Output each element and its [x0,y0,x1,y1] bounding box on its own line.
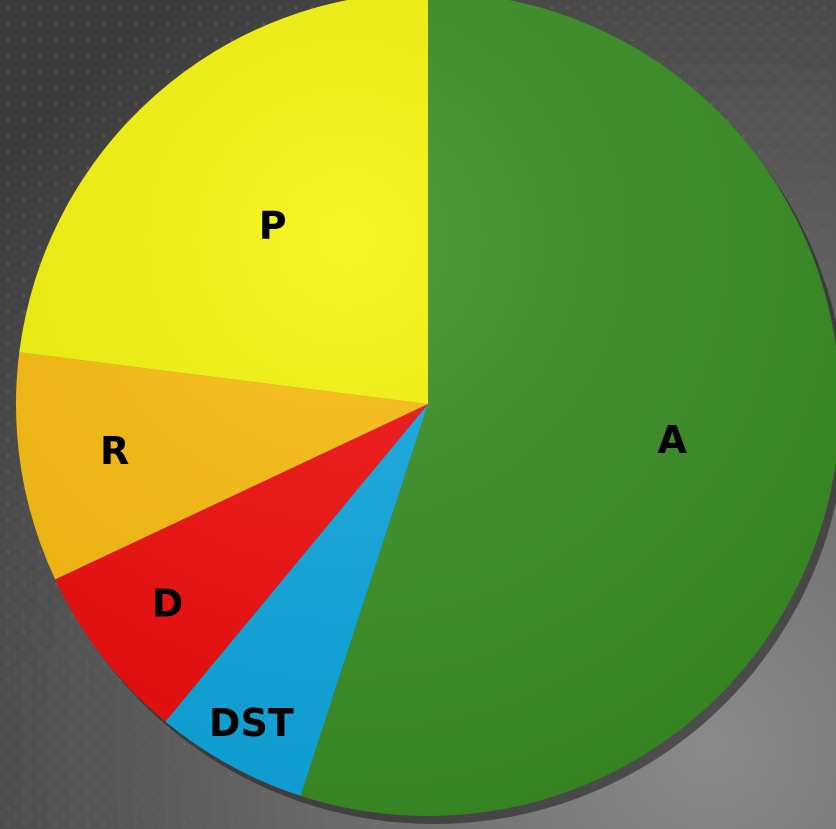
labels: A DST D R P [100,203,687,744]
slice-label: DST [209,701,294,745]
slice-label: R [100,429,129,473]
slice-label: A [657,418,687,462]
pie [15,0,836,816]
slice-label: D [152,582,184,626]
slice-label: P [259,203,287,247]
